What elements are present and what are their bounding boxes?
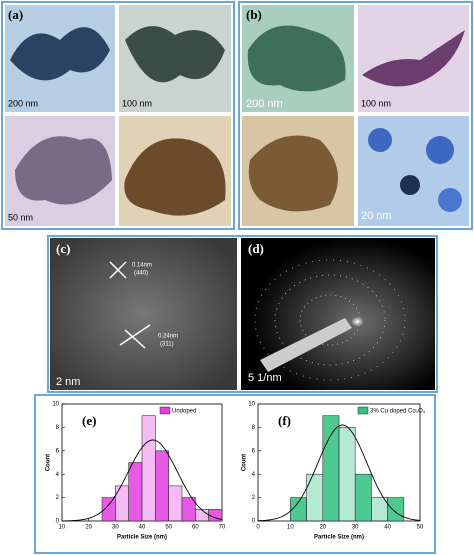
x-tick-label: 70	[219, 525, 226, 531]
annotation: 0.24nm	[158, 334, 178, 340]
bar	[322, 415, 340, 522]
y-tick-label: 4	[252, 472, 256, 478]
diffraction-ring	[299, 294, 361, 346]
y-tick-label: 6	[252, 448, 256, 454]
scale-bar-label: 50 nm	[8, 212, 33, 222]
x-tick-label: 30	[352, 525, 359, 531]
chart-title: (e)	[82, 413, 96, 428]
tem-image	[358, 5, 469, 112]
y-tick-label: 10	[52, 402, 59, 408]
annotation: (440)	[134, 271, 148, 277]
x-tick-label: 50	[417, 525, 424, 531]
x-tick-label: 0	[256, 525, 260, 531]
legend-swatch	[357, 406, 369, 415]
beam-stop	[260, 318, 352, 372]
hrtem-image	[50, 238, 237, 390]
bar	[115, 485, 129, 522]
particles	[15, 136, 112, 205]
x-tick-label: 20	[85, 525, 92, 531]
particles	[124, 138, 226, 216]
y-axis-label: Count	[242, 454, 248, 471]
bar	[371, 497, 388, 522]
panel-frame	[34, 394, 436, 554]
particles	[247, 25, 346, 92]
bar	[168, 485, 183, 522]
panel-label: (b)	[246, 7, 262, 22]
scale-bar-label: 20 nm	[361, 210, 392, 222]
particle	[400, 175, 420, 195]
bar	[141, 415, 156, 522]
annotation: (311)	[160, 342, 174, 348]
x-axis-label: Particle Size (nm)	[314, 535, 364, 541]
y-tick-label: 0	[252, 519, 256, 525]
diffraction-ring	[274, 274, 386, 366]
bar	[128, 462, 143, 522]
bar	[181, 497, 196, 522]
bar	[338, 427, 356, 522]
y-axis-label: Count	[46, 454, 52, 471]
x-tick-label: 10	[287, 525, 294, 531]
y-tick-label: 4	[56, 472, 60, 478]
panel-a: (a) 200 nm 100 nm 50 nm	[1, 1, 235, 230]
bar	[155, 450, 169, 522]
scale-bar-label: 2 nm	[56, 376, 80, 388]
panel-b: (b) 200 nm 100 nm 20 nm	[238, 1, 473, 230]
particles	[125, 26, 225, 83]
scale-bar-label: 200 nm	[246, 98, 283, 110]
particle	[426, 136, 454, 164]
particle	[368, 128, 392, 152]
x-tick-label: 30	[112, 525, 119, 531]
x-tick-label: 40	[384, 525, 391, 531]
x-axis-label: Particle Size (nm)	[117, 535, 167, 541]
legend-swatch	[159, 406, 171, 415]
y-tick-label: 8	[252, 425, 256, 431]
particle	[438, 188, 462, 212]
scale-bar-label: 100 nm	[361, 98, 391, 108]
x-tick-label: 10	[59, 525, 66, 531]
legend-label: Undoped	[172, 409, 196, 415]
panel-d: (d) 5 1/nm	[241, 238, 435, 390]
fringe-marker	[109, 261, 151, 349]
scale-bar-label: 100 nm	[122, 98, 152, 108]
particles	[10, 27, 110, 81]
bar	[306, 473, 324, 522]
y-tick-label: 0	[56, 519, 60, 525]
y-tick-label: 8	[56, 425, 60, 431]
chart-title: (f)	[278, 413, 291, 428]
particles	[362, 30, 465, 87]
panel-label: (c)	[56, 241, 70, 256]
scale-bar-label: 200 nm	[8, 98, 38, 108]
annotation: 0.14nm	[132, 263, 152, 269]
bar	[354, 473, 372, 522]
bar	[195, 508, 209, 522]
x-tick-label: 20	[319, 525, 326, 531]
bar	[387, 497, 405, 522]
particles	[248, 135, 338, 212]
panel-label: (a)	[8, 7, 23, 22]
x-tick-label: 50	[165, 525, 172, 531]
legend-label: 3% Cu doped Co₃O₄	[370, 409, 426, 415]
y-tick-label: 6	[56, 448, 60, 454]
fit-curve	[62, 439, 223, 522]
scale-bar-label: 5 1/nm	[248, 372, 282, 384]
y-tick-label: 2	[252, 495, 256, 501]
x-tick-label: 60	[192, 525, 199, 531]
y-tick-label: 10	[248, 402, 255, 408]
fit-curve	[257, 424, 421, 522]
y-tick-label: 2	[56, 495, 60, 501]
x-tick-label: 40	[139, 525, 146, 531]
diffraction-ring	[254, 259, 406, 381]
panel-label: (d)	[248, 241, 264, 256]
